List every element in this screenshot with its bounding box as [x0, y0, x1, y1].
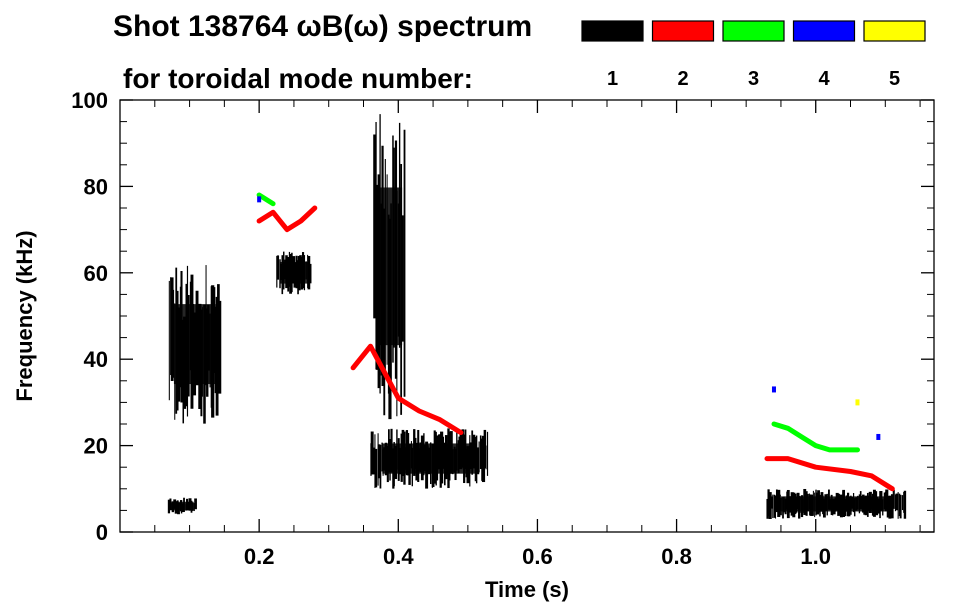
y-tick-label: 0 — [96, 520, 108, 545]
point-mode-4-2 — [876, 433, 881, 440]
x-tick-label: 0.4 — [383, 544, 414, 569]
curve-mode-3-0 — [256, 192, 276, 207]
band-mode-1-5 — [766, 488, 907, 520]
band-core — [377, 187, 403, 346]
legend-swatch-mode-4 — [792, 20, 856, 42]
legend-swatch-mode-5 — [863, 20, 926, 42]
x-tick-label: 0.2 — [244, 544, 275, 569]
legend-swatch-mode-1 — [581, 20, 644, 42]
band-core — [382, 443, 477, 474]
curve-mode-2-0 — [256, 205, 318, 233]
band-core — [171, 501, 194, 511]
point-mode-4-0 — [257, 196, 262, 203]
y-tick-label: 40 — [84, 347, 108, 372]
x-tick-label: 0.8 — [661, 544, 692, 569]
curve-mode-2-1 — [350, 343, 464, 436]
point-mode-5-0 — [855, 399, 860, 406]
legend: 1 2 3 4 5 — [581, 20, 926, 90]
legend-swatch-mode-2 — [651, 20, 715, 42]
series-mode-5 — [855, 399, 860, 406]
curve-mode-3-1 — [771, 421, 860, 453]
band-mode-1-0 — [168, 265, 222, 424]
chart-title: Shot 138764 ωB(ω) spectrum — [113, 10, 532, 43]
legend-label-mode-2: 2 — [677, 68, 688, 90]
series-mode-1 — [167, 114, 907, 520]
y-axis-label: Frequency (kHz) — [12, 230, 37, 401]
band-mode-1-1 — [167, 497, 197, 515]
band-mode-1-2 — [276, 251, 312, 295]
legend-label-mode-1: 1 — [607, 68, 618, 90]
y-tick-label: 20 — [84, 434, 108, 459]
legend-label-mode-3: 3 — [748, 68, 759, 90]
x-axis-label: Time (s) — [485, 577, 569, 602]
series-mode-2 — [256, 205, 895, 492]
band-mode-1-4 — [373, 114, 406, 420]
series-mode-4 — [257, 196, 881, 440]
chart-subtitle: for toroidal mode number: — [123, 63, 473, 94]
y-tick-label: 60 — [84, 261, 108, 286]
band-core — [280, 262, 308, 284]
series-mode-3 — [256, 192, 860, 453]
legend-label-mode-5: 5 — [889, 68, 900, 90]
curve-mode-2-2 — [764, 456, 895, 492]
legend-label-mode-4: 4 — [818, 68, 830, 90]
band-core — [780, 496, 893, 512]
band-mode-1-3 — [370, 428, 489, 489]
x-tick-label: 1.0 — [800, 544, 831, 569]
y-tick-label: 100 — [71, 88, 108, 113]
band-core — [173, 304, 216, 385]
plot-area — [167, 114, 907, 520]
x-tick-label: 0.6 — [522, 544, 553, 569]
point-mode-4-1 — [771, 386, 776, 393]
y-tick-label: 80 — [84, 174, 108, 199]
legend-swatch-mode-3 — [722, 20, 785, 42]
axes: 0 20 40 60 80 100 0.2 0.4 0.6 0.8 1.0 — [71, 88, 935, 569]
